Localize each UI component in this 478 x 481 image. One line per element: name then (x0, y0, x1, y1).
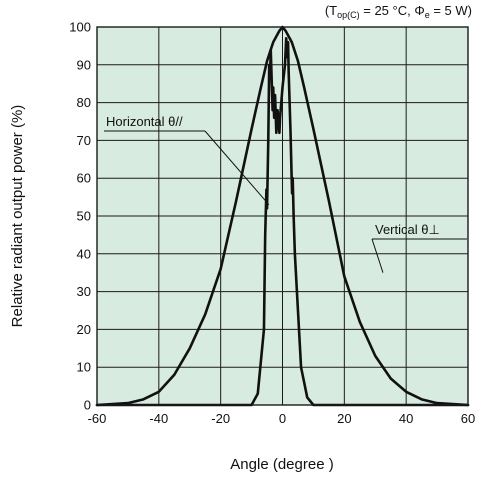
chart-title: (Top(C) = 25 °C, Φe = 5 W) (325, 3, 472, 20)
y-tick-label: 40 (77, 246, 91, 261)
y-axis-title: Relative radiant output power (%) (9, 105, 26, 328)
x-tick-label: -60 (88, 411, 107, 426)
tick-labels: -60 -40 -20 0 20 40 60 0 10 20 30 40 50 60 70 80 90 100 (69, 20, 475, 427)
y-tick-label: 90 (77, 57, 91, 72)
annotation-vertical-label: Vertical θ⊥ (375, 222, 440, 237)
x-axis-title: Angle (degree ) (230, 456, 333, 473)
annotation-horizontal-leader (204, 130, 270, 205)
annotation-horizontal-label: Horizontal θ// (106, 114, 183, 129)
y-tick-label: 100 (69, 20, 91, 35)
annotations: Horizontal θ// Vertical θ⊥ (104, 114, 467, 273)
plot-frame (96, 26, 469, 406)
y-tick-label: 50 (77, 209, 91, 224)
y-tick-label: 80 (77, 95, 91, 110)
y-tick-label: 20 (77, 322, 91, 337)
y-tick-label: 30 (77, 284, 91, 299)
x-tick-label: 0 (279, 411, 286, 426)
x-tick-label: -40 (149, 411, 168, 426)
y-tick-label: 10 (77, 360, 91, 375)
series-line-horizontal (95, 37, 470, 407)
x-tick-label: 60 (461, 411, 475, 426)
y-tick-label: 70 (77, 133, 91, 148)
x-tick-label: 20 (337, 411, 351, 426)
x-tick-label: -20 (211, 411, 230, 426)
x-tick-label: 40 (399, 411, 413, 426)
y-tick-label: 0 (84, 398, 91, 413)
y-tick-label: 60 (77, 171, 91, 186)
annotation-vertical-leader (371, 238, 384, 273)
